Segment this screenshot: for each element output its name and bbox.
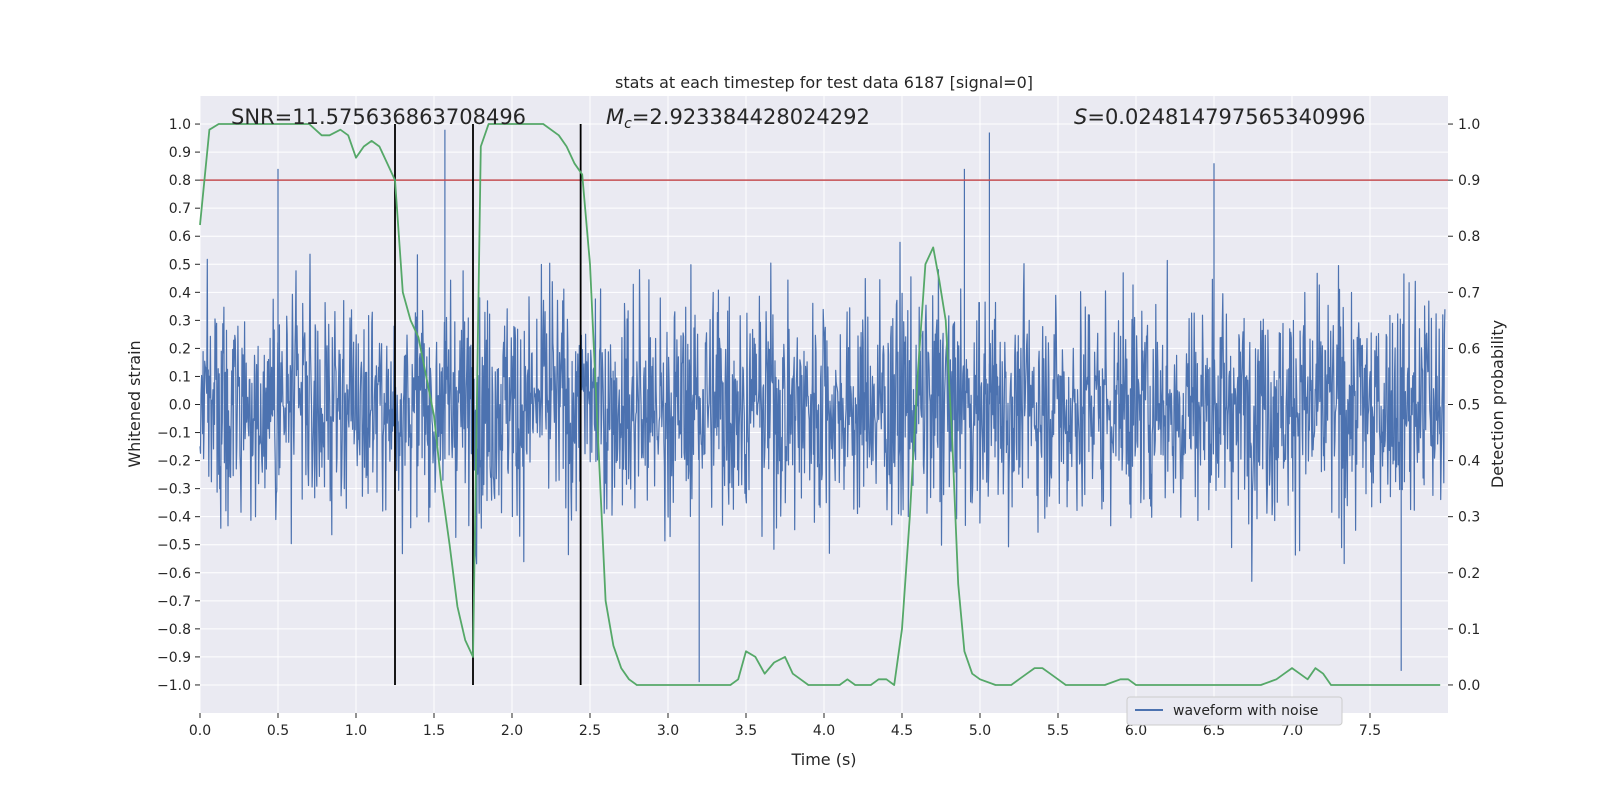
s-symbol: S [1074, 105, 1087, 129]
legend-label-waveform: waveform with noise [1173, 703, 1318, 719]
legend-box [1126, 696, 1343, 726]
right-tick-label: 0.6 [1458, 341, 1480, 357]
right-tick-label: 0.0 [1458, 678, 1480, 694]
left-tick-label: 0.1 [169, 369, 191, 385]
legend: waveform with noise [1126, 696, 1343, 726]
marker-lines [394, 124, 582, 685]
waveform-line [199, 129, 1446, 683]
probability-line [199, 123, 1441, 686]
right-axis-ticks: 1.0 0.9 0.8 0.7 0.6 0.5 0.4 0.3 0.2 0.1 0.0 [1448, 117, 1480, 694]
right-tick-label: 0.1 [1458, 622, 1480, 638]
left-tick-label: 1.0 [169, 117, 191, 133]
left-tick-label: 0.0 [169, 398, 191, 414]
left-axis-ticks: 1.0 0.9 0.8 0.7 0.6 0.5 0.4 0.3 0.2 0.1 0.0 −0.1 −0.… [157, 117, 200, 694]
x-tick-label: 3.5 [735, 723, 757, 739]
chirp-mass-symbol: M [606, 105, 624, 129]
waveform-series [199, 129, 1446, 683]
right-tick-label: 0.3 [1458, 510, 1480, 526]
chart-title: stats at each timestep for test data 618… [615, 73, 1033, 92]
x-tick-label: 6.0 [1125, 723, 1147, 739]
x-tick-label: 6.5 [1203, 723, 1225, 739]
right-axis-label: Detection probability [1488, 320, 1507, 488]
left-tick-label: −0.8 [157, 622, 191, 638]
left-tick-label: −0.6 [157, 566, 191, 582]
x-tick-label: 4.5 [891, 723, 913, 739]
left-tick-label: −0.5 [157, 538, 191, 554]
right-tick-label: 0.5 [1458, 398, 1480, 414]
chirp-mass-annotation: Mc=2.923384428024292 [606, 105, 870, 132]
right-tick-label: 1.0 [1458, 117, 1480, 133]
left-tick-label: 0.5 [169, 257, 191, 273]
x-tick-label: 1.0 [345, 723, 367, 739]
x-tick-label: 2.0 [501, 723, 523, 739]
x-tick-label: 5.0 [969, 723, 991, 739]
left-tick-label: −0.3 [157, 482, 191, 498]
right-tick-label: 0.7 [1458, 285, 1480, 301]
right-tick-label: 0.2 [1458, 566, 1480, 582]
s-annotation: S=0.024814797565340996 [1074, 105, 1365, 129]
x-tick-label: 4.0 [813, 723, 835, 739]
left-tick-label: −1.0 [157, 678, 191, 694]
left-tick-label: −0.7 [157, 594, 191, 610]
x-axis-label: Time (s) [790, 750, 856, 769]
x-tick-label: 2.5 [579, 723, 601, 739]
left-tick-label: 0.4 [169, 285, 191, 301]
left-tick-label: 0.9 [169, 145, 191, 161]
right-tick-label: 0.8 [1458, 229, 1480, 245]
left-axis-label: Whitened strain [125, 340, 144, 467]
left-tick-label: −0.1 [157, 426, 191, 442]
probability-series [199, 123, 1441, 686]
right-tick-label: 0.9 [1458, 173, 1480, 189]
x-tick-label: 5.5 [1047, 723, 1069, 739]
left-tick-label: 0.6 [169, 229, 191, 245]
x-tick-label: 3.0 [657, 723, 679, 739]
s-value: =0.024814797565340996 [1087, 105, 1365, 129]
x-tick-label: 7.5 [1359, 723, 1381, 739]
right-tick-label: 0.4 [1458, 454, 1480, 470]
x-axis-ticks: 0.0 0.5 1.0 1.5 2.0 2.5 3.0 3.5 4.0 4.5 5.0 5.5 6.0 6… [189, 713, 1381, 739]
chirp-mass-subscript: c [624, 116, 632, 132]
left-tick-label: 0.3 [169, 313, 191, 329]
chirp-mass-value: =2.923384428024292 [632, 105, 870, 129]
x-tick-label: 0.0 [189, 723, 211, 739]
left-tick-label: −0.2 [157, 454, 191, 470]
left-tick-label: −0.9 [157, 650, 191, 666]
x-tick-label: 7.0 [1281, 723, 1303, 739]
x-tick-label: 0.5 [267, 723, 289, 739]
left-tick-label: 0.2 [169, 341, 191, 357]
left-tick-label: 0.8 [169, 173, 191, 189]
left-tick-label: 0.7 [169, 201, 191, 217]
snr-annotation: SNR=11.575636863708496 [231, 105, 526, 129]
x-tick-label: 1.5 [423, 723, 445, 739]
left-tick-label: −0.4 [157, 510, 191, 526]
